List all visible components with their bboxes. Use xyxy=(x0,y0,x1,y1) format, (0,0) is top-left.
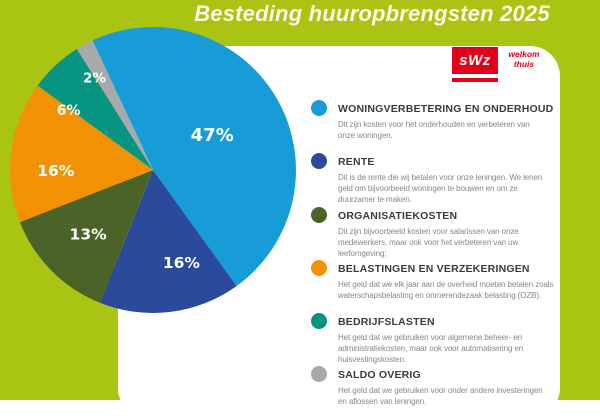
legend-item-belastingen: BELASTINGEN EN VERZEKERINGEN Het geld da… xyxy=(311,260,570,301)
pie-label-woningverbetering-en-onderhoud: 47% xyxy=(191,125,234,146)
swz-logo-bar xyxy=(452,78,498,82)
infographic-background: Besteding huuropbrengsten 2025 sWz welko… xyxy=(0,0,600,406)
page-title: Besteding huuropbrengsten 2025 xyxy=(194,1,550,26)
pie-slice-organisatiekosten xyxy=(19,170,153,303)
legend-dot-organisatiekosten xyxy=(311,207,327,223)
pie-label-organisatiekosten: 13% xyxy=(70,226,108,244)
legend-item-description: Dit zijn bijvoorbeeld kosten voor salari… xyxy=(338,227,519,258)
legend-item-description: Dit is de rente die wij betalen voor onz… xyxy=(338,173,543,204)
swz-logo-tagline: welkom thuis xyxy=(504,49,544,69)
legend-item-title: RENTE xyxy=(338,156,375,168)
legend-item-saldo-overig: SALDO OVERIG Het geld dat we gebruiken v… xyxy=(311,366,570,407)
legend-item-rente: RENTE Dit is de rente die wij betalen vo… xyxy=(311,153,570,205)
legend-dot-belastingen xyxy=(311,260,327,276)
legend-item-woningverbetering: WONINGVERBETERING EN ONDERHOUD Dit zijn … xyxy=(311,100,570,141)
pie-label-saldo-overig: 2% xyxy=(83,70,106,86)
legend-dot-saldo-overig xyxy=(311,366,327,382)
pie-chart: 47% 16% 13% 16% 6% 2% xyxy=(10,27,296,313)
pie-slice-bedrijfslasten xyxy=(37,48,153,170)
legend-item-description: Het geld dat we elk jaar aan de overheid… xyxy=(338,280,554,300)
legend-item-bedrijfslasten: BEDRIJFSLASTEN Het geld dat we gebruiken… xyxy=(311,313,570,365)
swz-tagline-line1: welkom xyxy=(508,49,540,59)
legend-dot-woningverbetering xyxy=(311,100,327,116)
pie-slice-belastingen-en-verzekeringen xyxy=(10,85,153,223)
legend-item-description: Het geld dat we gebruiken voor algemene … xyxy=(338,333,524,364)
legend-item-title: BEDRIJFSLASTEN xyxy=(338,316,435,328)
swz-tagline-line2: thuis xyxy=(513,59,535,69)
pie-slice-saldo-overig xyxy=(76,40,153,171)
legend-item-organisatiekosten: ORGANISATIEKOSTEN Dit zijn bijvoorbeeld … xyxy=(311,207,570,259)
legend-item-description: Het geld dat we gebruiken voor onder and… xyxy=(338,386,543,406)
legend-dot-bedrijfslasten xyxy=(311,313,327,329)
legend: WONINGVERBETERING EN ONDERHOUD Dit zijn … xyxy=(311,0,563,406)
legend-item-description: Dit zijn kosten voor het onderhouden en … xyxy=(338,120,530,140)
legend-item-title: ORGANISATIEKOSTEN xyxy=(338,210,458,222)
swz-logo-text: sWz xyxy=(459,52,491,69)
pie-label-belastingen-en-verzekeringen: 16% xyxy=(37,162,75,180)
legend-item-title: SALDO OVERIG xyxy=(338,369,421,381)
pie-label-bedrijfslasten: 6% xyxy=(57,103,81,119)
legend-item-title: BELASTINGEN EN VERZEKERINGEN xyxy=(338,263,530,275)
swz-logo-box: sWz xyxy=(452,47,498,74)
pie-slice-rente xyxy=(99,170,237,313)
legend-dot-rente xyxy=(311,153,327,169)
pie-label-rente: 16% xyxy=(163,254,201,272)
legend-item-title: WONINGVERBETERING EN ONDERHOUD xyxy=(338,103,554,115)
pie-slice-woningverbetering-en-onderhoud xyxy=(92,27,296,286)
